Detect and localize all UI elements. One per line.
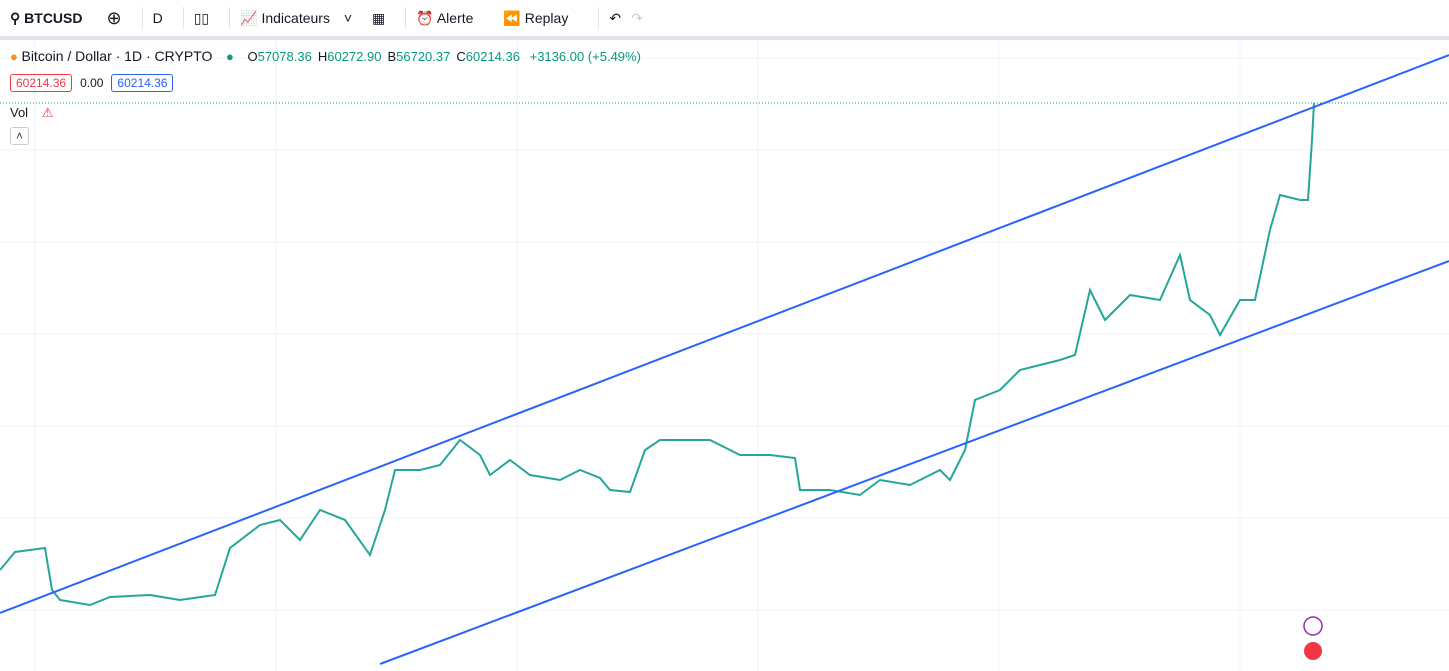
layout-button[interactable]: ▦	[372, 9, 386, 26]
channel-lower[interactable]	[379, 260, 1449, 665]
interval[interactable]: D	[152, 10, 163, 26]
chart-type[interactable]: ▯▯	[193, 9, 210, 26]
indicators-label: Indicateurs	[261, 9, 330, 26]
legend: ● Bitcoin / Dollar · 1D · CRYPTO ● O5707…	[10, 48, 641, 64]
quote-row: 60214.36 0.00 60214.36	[10, 74, 174, 92]
collapse-button[interactable]: ˄	[10, 127, 30, 145]
coin-icon: ●	[10, 49, 18, 64]
ohlc-value: 57078.36	[257, 49, 312, 64]
ohlc-value: 56720.37	[396, 49, 451, 64]
ohlc-item: O57078.36	[247, 49, 311, 64]
replay-label: Replay	[524, 9, 569, 26]
vol-legend: Vol ⚠	[10, 105, 53, 121]
flag-icon[interactable]	[1304, 642, 1322, 660]
add-button[interactable]: ⊕	[106, 7, 122, 28]
indicators-button[interactable]: 📈 Indicateurs ˅	[240, 9, 353, 26]
vol-label: Vol	[10, 105, 29, 120]
channel-upper[interactable]	[0, 54, 1449, 614]
warning-icon[interactable]: ⚠	[41, 105, 54, 120]
undo[interactable]: ↶	[609, 9, 622, 26]
alert-button[interactable]: ⏰ Alerte	[416, 9, 474, 26]
ohlc-value: 60272.90	[327, 49, 382, 64]
bid[interactable]: 60214.36	[10, 74, 73, 92]
ask[interactable]: 60214.36	[111, 74, 174, 92]
toolbar: ⚲ BTCUSD ⊕ D ▯▯ 📈 Indicateurs ˅ ▦ ⏰ Aler…	[0, 0, 1449, 40]
grid	[0, 40, 1449, 671]
ohlc-key: C	[456, 49, 466, 64]
symbol-button[interactable]: ⚲ BTCUSD	[10, 9, 83, 26]
ohlc: O57078.36 H60272.90 B56720.37 C60214.36	[247, 49, 526, 64]
redo[interactable]: ↷	[631, 9, 643, 26]
status-dot: ●	[225, 49, 234, 64]
ohlc-value: 60214.36	[465, 49, 520, 64]
price-path	[0, 102, 1315, 607]
event-icon[interactable]	[1303, 616, 1323, 636]
change: +3136.00 (+5.49%)	[529, 49, 641, 64]
chart-area	[0, 40, 1449, 671]
ohlc-item: H60272.90	[318, 49, 382, 64]
ohlc-key: H	[317, 49, 328, 64]
alert-label: Alerte	[436, 9, 474, 26]
spread: 0.00	[80, 76, 104, 90]
ohlc-item: C60214.36	[456, 49, 520, 64]
ohlc-key: B	[387, 49, 397, 64]
ohlc-key: O	[247, 49, 258, 64]
legend-title: Bitcoin / Dollar · 1D · CRYPTO	[21, 48, 213, 64]
symbol: BTCUSD	[24, 9, 83, 26]
replay-button[interactable]: ⏪ Replay	[503, 9, 569, 26]
ohlc-item: B56720.37	[387, 49, 450, 64]
